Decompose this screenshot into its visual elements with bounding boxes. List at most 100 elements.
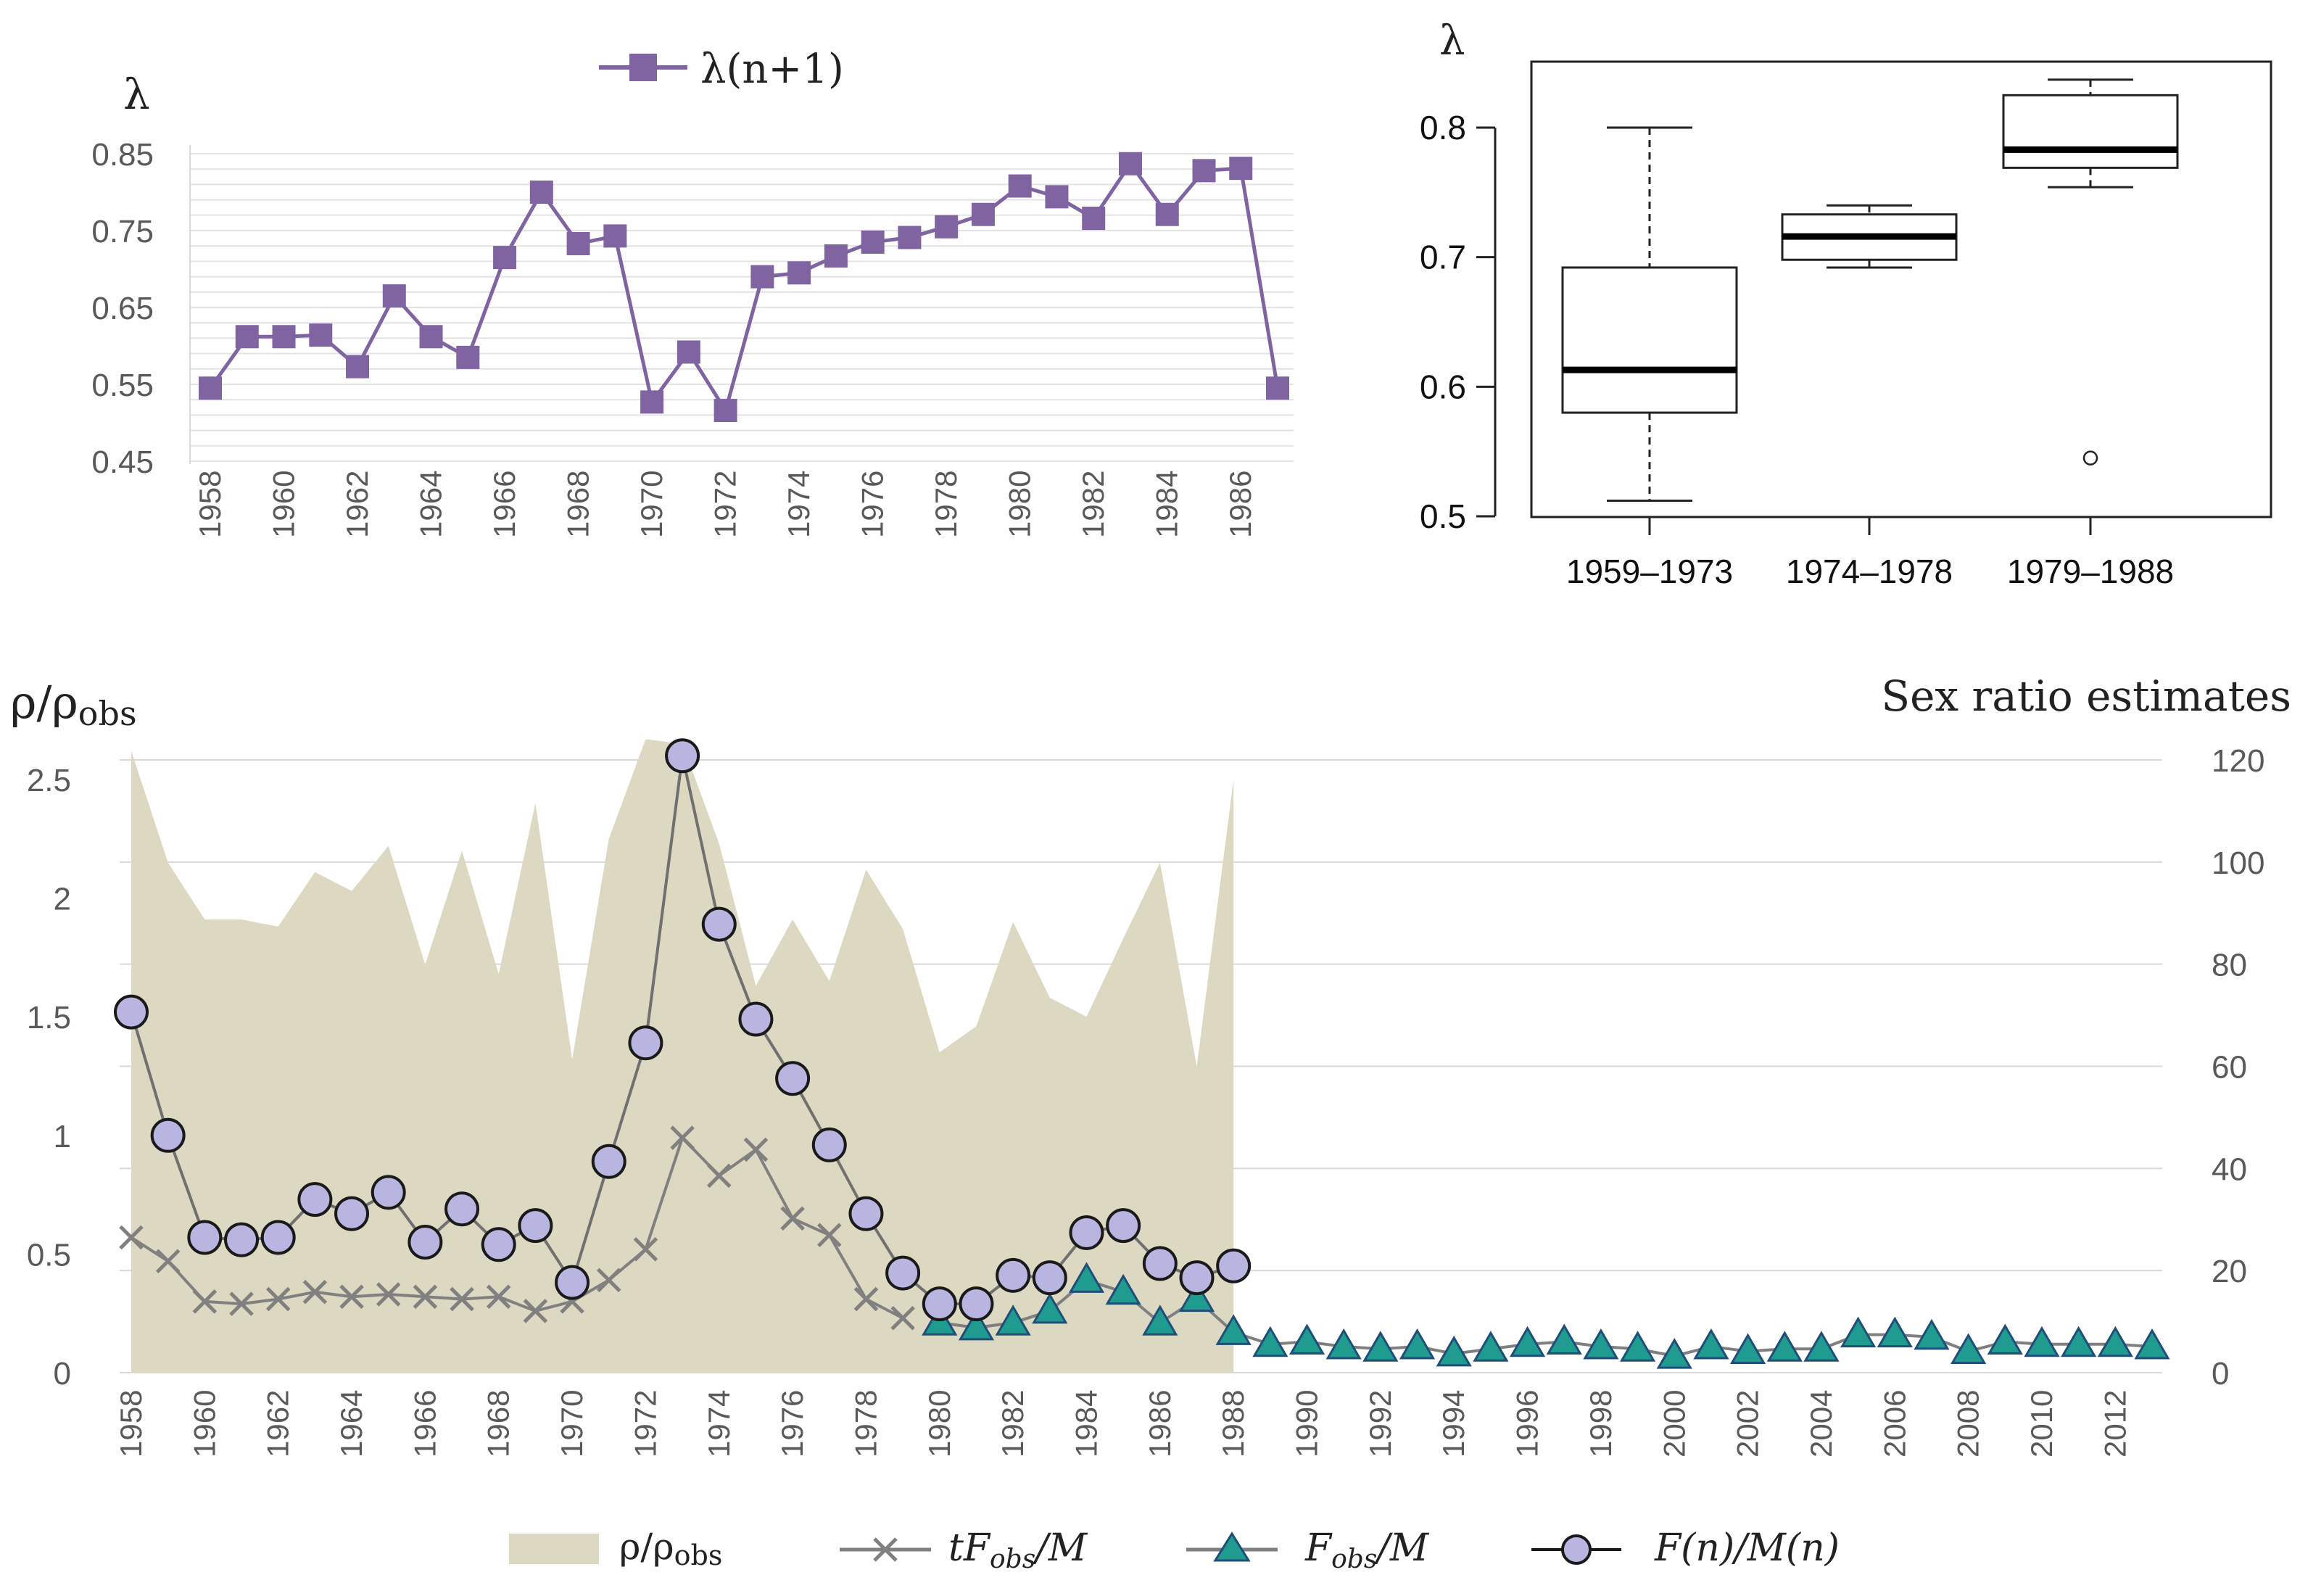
sex-ratio-x-ticks: 1958 1960 1962 1964 1966 1968 1970 1972 1974 1976…: [114, 1390, 2132, 1458]
lambda-x-tick-label: 1968: [561, 471, 595, 538]
fn-data-point: [1179, 1260, 1215, 1296]
legend-tf-label: tFobs/M: [948, 1526, 1088, 1574]
tfobs-data-point: [596, 1268, 621, 1293]
lambda-data-point: [419, 325, 443, 349]
fn-data-point: [444, 1191, 480, 1227]
fobs-data-point: [2134, 1328, 2170, 1360]
fobs-data-point: [1840, 1316, 1877, 1348]
lambda-x-tick-label: 1970: [634, 471, 669, 538]
lambda-y-tick-label: 0.45: [91, 445, 154, 480]
fn-data-point: [1106, 1208, 1141, 1244]
fn-data-point: [591, 1144, 626, 1179]
lambda-data-point: [713, 399, 737, 423]
fn-data-point: [959, 1286, 994, 1322]
tfobs-data-point: [817, 1223, 842, 1247]
lambda-x-tick-label: 1972: [708, 471, 742, 538]
fn-data-point: [922, 1286, 957, 1322]
fobs-data-point: [1877, 1316, 1913, 1348]
tfobs-data-point: [265, 1286, 291, 1312]
lambda-data-point: [235, 325, 259, 349]
tfobs-data-point: [706, 1163, 732, 1188]
legend-tf-marker: [873, 1537, 898, 1562]
sex-ratio-right-y-ticks: 120 100 80 60 40 20 0: [2212, 743, 2264, 1392]
fobs-data-point: [1252, 1326, 1288, 1357]
sex-ratio-x-tick-label: 1964: [334, 1390, 368, 1458]
fn-data-point: [885, 1255, 921, 1291]
sex-ratio-x-tick-label: 1970: [555, 1390, 589, 1458]
fn-data-point: [738, 1001, 774, 1037]
tfobs-series-markers: [119, 1125, 915, 1331]
box-plot-frame: [1530, 60, 2272, 518]
box-plot-y-tick-label: 0.6: [1420, 368, 1466, 405]
sex-ratio-x-tick-label: 1980: [922, 1390, 956, 1458]
sex-ratio-x-tick-label: 1996: [1510, 1390, 1544, 1458]
box-plot-x-ticks: 1959–1973 1974–1978 1979–1988: [1566, 517, 2174, 590]
sex-ratio-right-tick-label: 0: [2212, 1356, 2229, 1392]
lambda-x-tick-label: 1960: [267, 471, 301, 538]
sex-ratio-x-tick-label: 2008: [1951, 1390, 1985, 1458]
tfobs-data-point: [633, 1237, 658, 1262]
lambda-y-axis-label: λ: [123, 70, 150, 119]
box-plot-x-tick-label: 1974–1978: [1786, 553, 1953, 590]
sex-ratio-right-tick-label: 40: [2212, 1151, 2247, 1187]
sex-ratio-right-axis-label: Sex ratio estimates: [1881, 671, 2291, 721]
fobs-data-point: [2061, 1326, 2097, 1357]
lambda-data-point: [456, 345, 480, 369]
lambda-data-point: [566, 232, 590, 256]
fobs-data-point: [1693, 1328, 1729, 1360]
lambda-x-tick-label: 1984: [1150, 471, 1184, 538]
lambda-y-ticks: 0.85 0.75 0.65 0.55 0.45: [91, 137, 154, 480]
legend-fn-marker: [1561, 1534, 1592, 1565]
fn-data-point: [297, 1182, 333, 1217]
legend-fn-label: F(n)/M(n): [1654, 1526, 1840, 1570]
sex-ratio-x-tick-label: 2004: [1804, 1390, 1838, 1458]
tfobs-data-point: [450, 1286, 474, 1312]
tfobs-data-point: [413, 1284, 438, 1310]
lambda-x-tick-label: 1966: [487, 471, 521, 538]
lambda-data-point: [382, 284, 406, 308]
lambda-data-point: [346, 355, 370, 379]
sex-ratio-x-tick-label: 2006: [1877, 1390, 1911, 1458]
lambda-data-point: [787, 261, 811, 285]
sex-ratio-x-tick-label: 1984: [1069, 1390, 1103, 1458]
sex-ratio-x-tick-label: 1982: [996, 1390, 1030, 1458]
sex-ratio-x-tick-label: 1974: [702, 1390, 736, 1458]
sex-ratio-right-tick-label: 80: [2212, 948, 2247, 983]
sex-ratio-x-tick-label: 1968: [481, 1390, 516, 1458]
fn-data-point: [224, 1222, 260, 1257]
lambda-x-ticks: 1958 1960 1962 1964 1966 1968 1970 1972 1974 1976…: [193, 471, 1257, 538]
sex-ratio-left-tick-label: 2: [54, 882, 71, 917]
lambda-data-point: [861, 230, 885, 254]
fobs-data-point: [1142, 1304, 1178, 1336]
sex-ratio-x-tick-label: 2000: [1657, 1390, 1691, 1458]
lambda-y-tick-label: 0.55: [91, 368, 154, 403]
tfobs-data-point: [119, 1225, 144, 1250]
sex-ratio-left-tick-label: 1: [54, 1119, 71, 1154]
sex-ratio-x-tick-label: 1966: [408, 1390, 442, 1458]
lambda-y-tick-label: 0.85: [91, 137, 154, 173]
fobs-data-point: [1105, 1273, 1141, 1305]
sex-ratio-legend: ρ/ρobs tFobs/M Fobs/M F(n)/M(n): [509, 1526, 1840, 1574]
fobs-data-point: [1032, 1292, 1068, 1324]
sex-ratio-left-tick-label: 1.5: [27, 1000, 71, 1035]
tfobs-data-point: [853, 1286, 879, 1312]
lambda-data-point: [1155, 202, 1179, 226]
lambda-x-tick-label: 1962: [340, 471, 374, 538]
fn-data-point: [1142, 1246, 1178, 1281]
tfobs-data-point: [670, 1125, 695, 1150]
lambda-data-point: [272, 325, 296, 349]
lambda-data-point: [1229, 157, 1253, 181]
fobs-data-point: [1325, 1328, 1362, 1360]
legend-fobs-marker: [1213, 1531, 1251, 1562]
sex-ratio-x-tick-label: 2010: [2024, 1390, 2059, 1458]
fobs-data-point: [958, 1309, 995, 1341]
lambda-data-point: [1192, 159, 1216, 183]
lambda-box-plot: 0.8 0.7 0.6 0.5 1959–1973 1974–1978 1979–1988…: [1420, 17, 2272, 590]
lambda-data-point: [898, 226, 922, 249]
lambda-legend-marker: [629, 54, 657, 81]
tfobs-data-point: [780, 1206, 805, 1231]
lambda-x-tick-label: 1958: [193, 471, 227, 538]
box-plot-y-tick-label: 0.8: [1420, 109, 1466, 146]
fobs-data-point: [1215, 1314, 1252, 1345]
tfobs-data-point: [339, 1284, 364, 1310]
